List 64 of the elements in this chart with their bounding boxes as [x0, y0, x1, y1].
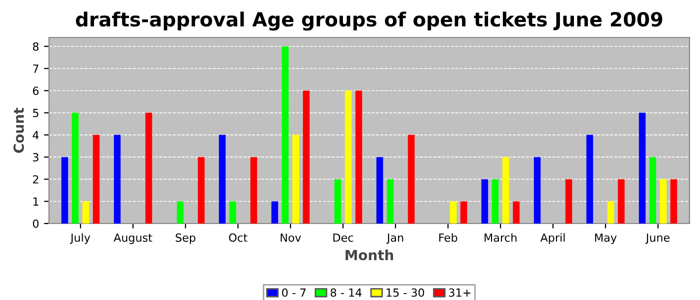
x-tick-label: Oct	[229, 233, 248, 242]
bar	[586, 134, 594, 224]
bar	[282, 46, 289, 224]
x-tick-label: Dec	[333, 234, 354, 242]
bar	[512, 201, 520, 224]
y-tick-label: 7	[33, 64, 38, 73]
bar	[534, 157, 541, 224]
bar	[618, 179, 625, 224]
y-tick-label: 8	[32, 42, 39, 51]
x-tick-label: April	[540, 233, 565, 244]
bar	[229, 201, 236, 224]
y-tick-label: 6	[32, 86, 39, 96]
x-tick-label: Nov	[280, 234, 302, 242]
bar	[82, 201, 90, 224]
y-tick-label: 4	[32, 131, 39, 140]
bar	[492, 179, 499, 224]
legend-label: 15 - 30	[386, 288, 424, 297]
bar	[271, 201, 278, 224]
bar	[450, 201, 457, 224]
legend-label: 8 - 14	[330, 288, 362, 297]
bar	[302, 90, 310, 224]
x-tick-label: May	[595, 234, 617, 244]
y-tick-label: 5	[33, 108, 38, 118]
y-tick-label: 2	[33, 175, 38, 184]
bar	[198, 157, 205, 224]
bar	[481, 179, 488, 224]
bar	[649, 157, 656, 224]
bar	[376, 157, 384, 224]
bar	[638, 112, 646, 224]
bar	[607, 201, 614, 224]
bar	[334, 179, 342, 224]
x-axis-title: Month	[346, 250, 394, 260]
chart-title: drafts-approval Age groups of open tickets June 2009	[76, 12, 662, 31]
x-tick-label: Jan	[386, 234, 404, 244]
x-tick-label: June	[645, 234, 670, 244]
bar	[386, 179, 394, 224]
bar	[660, 179, 667, 224]
bar	[218, 134, 226, 224]
bar	[344, 90, 352, 224]
bar	[250, 157, 258, 224]
x-tick-label: March	[484, 233, 516, 242]
bar	[460, 201, 468, 224]
y-tick-label: 3	[33, 153, 38, 162]
bar	[408, 134, 415, 224]
bar	[355, 90, 362, 224]
x-tick-label: Feb	[439, 233, 458, 242]
bar	[292, 134, 300, 224]
bar	[145, 112, 152, 224]
bar	[176, 201, 184, 224]
bar	[61, 157, 68, 224]
legend-label: 31+	[449, 288, 470, 297]
bar	[114, 134, 121, 224]
x-tick-label: August	[114, 234, 152, 244]
bar	[72, 112, 79, 224]
y-axis-title: Count	[13, 108, 24, 153]
bar	[502, 157, 510, 224]
legend-label: 0 - 7	[282, 288, 306, 297]
bar	[670, 179, 678, 224]
bar	[92, 134, 100, 224]
x-tick-label: Sep	[176, 233, 196, 244]
bar	[565, 179, 572, 224]
x-tick-label: July	[70, 233, 90, 244]
y-tick-label: 0	[32, 219, 39, 228]
y-tick-label: 1	[33, 197, 38, 206]
